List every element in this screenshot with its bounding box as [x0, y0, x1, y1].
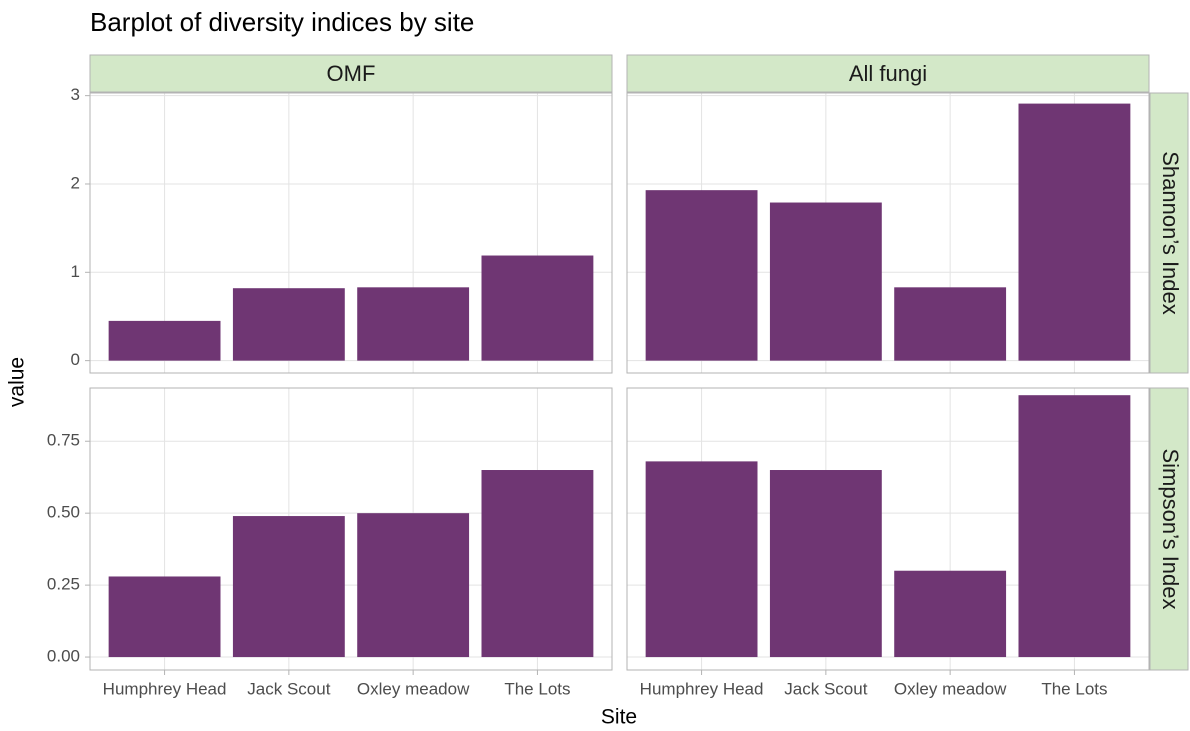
facet-strip-label: Simpson’s Index [1158, 448, 1183, 609]
y-tick-label: 3 [71, 85, 80, 104]
bar [645, 190, 758, 361]
bar [1018, 395, 1131, 658]
bar [481, 255, 594, 361]
panel-border [626, 92, 1150, 374]
y-tick-label: 0.25 [47, 575, 80, 594]
chart-title: Barplot of diversity indices by site [90, 7, 474, 37]
bar [357, 513, 470, 658]
y-tick-label: 0 [71, 350, 80, 369]
panel-border [626, 387, 1150, 671]
bar [108, 320, 221, 361]
facet-strip [1149, 92, 1189, 374]
panel-border [89, 92, 613, 374]
facet-strip [89, 54, 613, 93]
bar [1018, 103, 1131, 361]
y-tick-label: 0.50 [47, 503, 80, 522]
bar [894, 287, 1007, 361]
bar [232, 288, 345, 361]
x-tick-label: Oxley meadow [357, 679, 470, 698]
bar [232, 516, 345, 658]
y-axis-label: value [6, 357, 29, 407]
x-tick-label: Jack Scout [784, 679, 867, 698]
y-tick-label: 2 [71, 173, 80, 192]
x-tick-label: The Lots [504, 679, 570, 698]
panel-border [89, 387, 613, 671]
bar [769, 202, 882, 361]
y-tick-label: 1 [71, 262, 80, 281]
bar [481, 470, 594, 658]
facet-strip [1149, 387, 1189, 671]
x-tick-label: The Lots [1041, 679, 1107, 698]
x-axis-label: Site [601, 706, 637, 729]
bar [357, 287, 470, 361]
facet-strip-label: OMF [327, 61, 376, 86]
facet-strip-label: Shannon’s Index [1158, 151, 1183, 315]
x-tick-label: Oxley meadow [894, 679, 1007, 698]
bar [769, 470, 882, 658]
bar [645, 461, 758, 658]
bar [894, 570, 1007, 658]
y-tick-label: 0.75 [47, 431, 80, 450]
facet-strip-label: All fungi [849, 61, 927, 86]
x-tick-label: Humphrey Head [640, 679, 764, 698]
facet-strip [626, 54, 1150, 93]
x-tick-label: Jack Scout [247, 679, 330, 698]
y-tick-label: 0.00 [47, 647, 80, 666]
bar [108, 576, 221, 658]
x-tick-label: Humphrey Head [103, 679, 227, 698]
